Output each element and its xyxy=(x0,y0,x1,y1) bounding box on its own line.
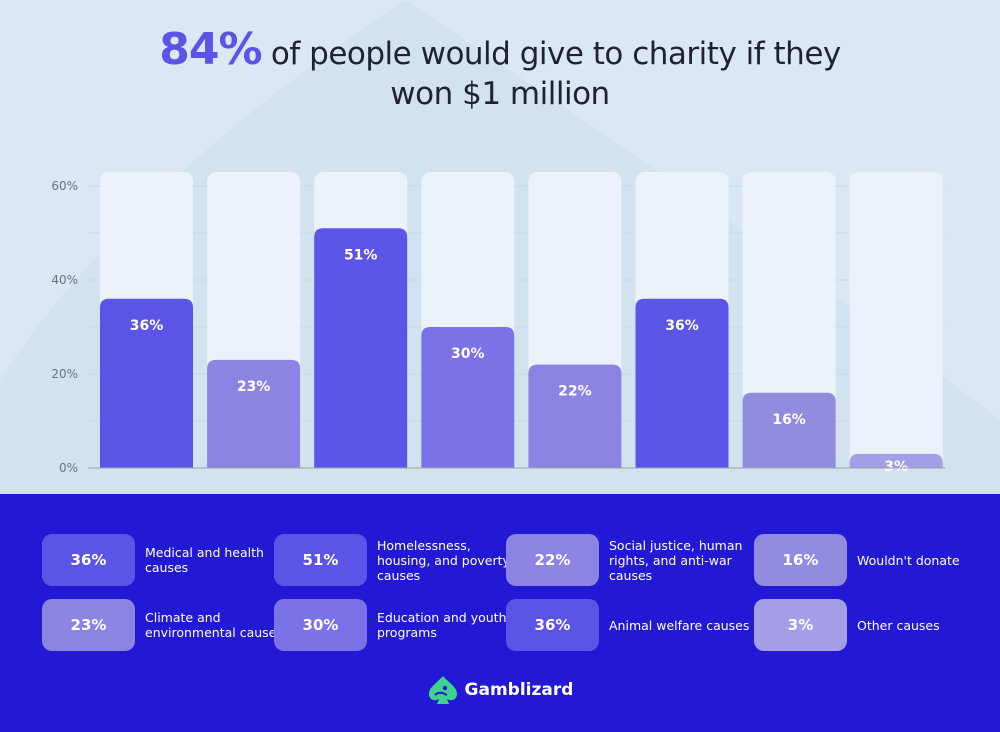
bar xyxy=(314,228,408,468)
bar xyxy=(742,392,836,468)
bar-value-label: 16% xyxy=(772,412,806,428)
title-line1: of people would give to charity if they xyxy=(270,36,841,72)
bar-value-label: 51% xyxy=(344,247,378,263)
title-line2: won $1 million xyxy=(390,76,610,112)
y-tick-label: 60% xyxy=(51,179,78,193)
legend-label: Animal welfare causes xyxy=(609,617,750,633)
bar xyxy=(849,453,943,468)
legend-value-badge: 36% xyxy=(42,534,135,586)
y-tick-label: 0% xyxy=(59,461,78,475)
legend-label: Other causes xyxy=(857,617,940,633)
legend-item: 51% Homelessness, housing, and poverty ca… xyxy=(274,534,527,586)
legend-value-badge: 16% xyxy=(754,534,847,586)
legend-value-badge: 23% xyxy=(42,599,135,651)
bar-value-label: 22% xyxy=(558,384,592,400)
bar xyxy=(421,327,515,468)
title-highlight: 84% xyxy=(159,24,262,75)
bar xyxy=(528,364,622,468)
legend-label: Education and youth programs xyxy=(377,610,507,640)
bar-track xyxy=(849,172,943,468)
legend-label: Climate and environmental causes xyxy=(145,610,283,640)
brand-footer: Gamblizard xyxy=(0,675,1000,705)
legend-item: 22% Social justice, human rights, and ant… xyxy=(506,534,759,586)
legend-item: 36% Medical and health causes xyxy=(42,534,295,586)
bar-value-label: 30% xyxy=(451,346,485,362)
legend-panel: 36% Medical and health causes 23% Climate a… xyxy=(0,494,1000,732)
bar xyxy=(635,298,729,468)
legend-label: Wouldn't donate xyxy=(857,552,960,568)
legend-item: 36% Animal welfare causes xyxy=(506,599,759,651)
legend-value-badge: 22% xyxy=(506,534,599,586)
legend-label: Homelessness, housing, and poverty cause… xyxy=(377,537,510,583)
legend-value-badge: 51% xyxy=(274,534,367,586)
legend-label: Medical and health causes xyxy=(145,545,264,575)
spade-lizard-logo-icon xyxy=(428,676,457,704)
legend-value-badge: 3% xyxy=(754,599,847,651)
y-tick-label: 20% xyxy=(51,367,78,381)
legend-value-badge: 30% xyxy=(274,599,367,651)
legend-item: 16% Wouldn't donate xyxy=(754,534,1000,586)
legend-item: 23% Climate and environmental causes xyxy=(42,599,295,651)
legend-value-badge: 36% xyxy=(506,599,599,651)
bar-value-label: 3% xyxy=(884,459,908,475)
bar xyxy=(207,359,301,468)
legend-item: 3% Other causes xyxy=(754,599,1000,651)
bar-chart: 0% 20% 40% 60% 36% 23% 51% 30% 22% 36% 16% 3% xyxy=(51,172,945,475)
chart-title: 84% of people would give to charity if t… xyxy=(0,28,1000,114)
chart-panel: 84% of people would give to charity if t… xyxy=(0,0,1000,494)
bar-value-label: 36% xyxy=(130,318,164,334)
bar-value-label: 23% xyxy=(237,379,271,395)
brand-name: Gamblizard xyxy=(464,680,574,700)
bar-value-label: 36% xyxy=(665,318,699,334)
y-tick-label: 40% xyxy=(51,273,78,287)
bar xyxy=(100,298,193,468)
legend-item: 30% Education and youth programs xyxy=(274,599,527,651)
legend-label: Social justice, human rights, and anti-w… xyxy=(609,537,743,583)
